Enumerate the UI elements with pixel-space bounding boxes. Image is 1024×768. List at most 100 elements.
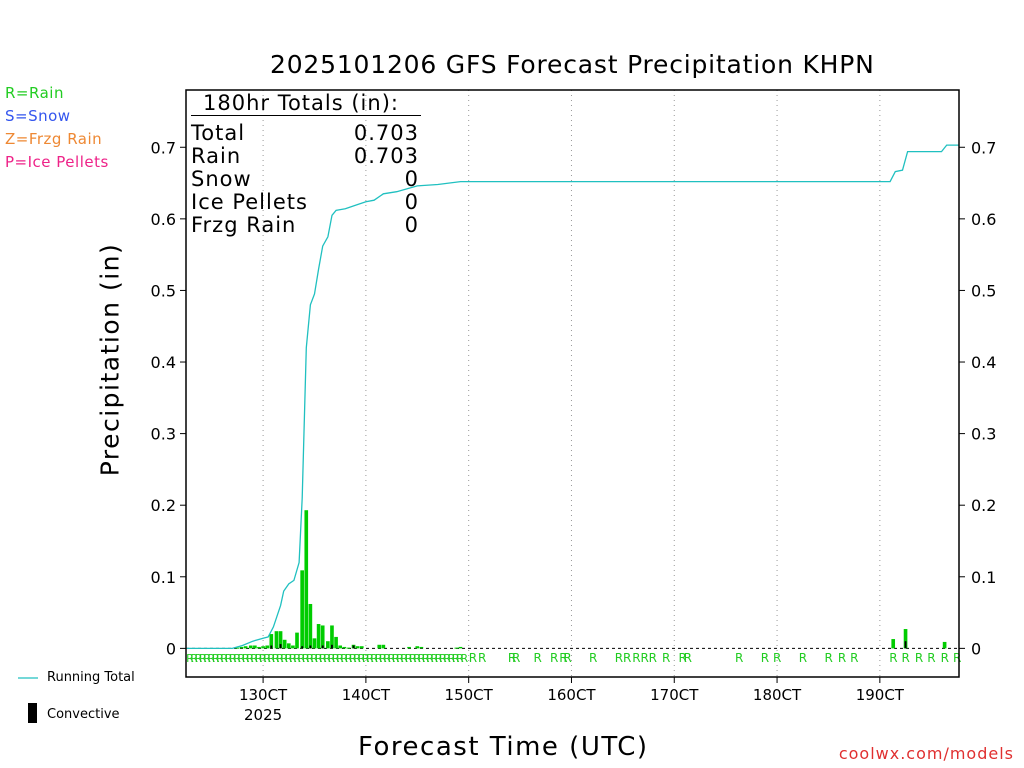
- convective-bar: [270, 645, 273, 649]
- rain-marker: R: [315, 652, 323, 665]
- rain-marker: R: [242, 652, 250, 665]
- rain-marker: R: [353, 652, 361, 665]
- rain-marker: R: [838, 651, 846, 665]
- rain-marker: R: [589, 651, 597, 665]
- rain-marker: R: [478, 651, 486, 665]
- precip-bar: [295, 632, 299, 649]
- rain-marker: R: [263, 652, 271, 665]
- rain-marker: R: [640, 651, 648, 665]
- x-tick-sublabel: 2025: [244, 706, 282, 724]
- precip-bar: [355, 646, 360, 649]
- precip-bar: [261, 646, 265, 649]
- convective-legend-label: Convective: [47, 707, 120, 722]
- totals-label: Total: [191, 121, 246, 145]
- rain-marker: R: [413, 652, 421, 665]
- y-tick-label-left: 0.7: [151, 138, 176, 157]
- source-credit: coolwx.com/models: [838, 744, 1014, 763]
- totals-header: 180hr Totals (in):: [191, 92, 421, 116]
- x-tick-label: 150CT: [445, 686, 494, 704]
- rain-marker: R: [902, 651, 910, 665]
- precip-bar: [338, 645, 343, 649]
- y-tick-label-left: 0.1: [151, 568, 176, 587]
- x-axis-title: Forecast Time (UTC): [358, 732, 649, 762]
- rain-marker: R: [915, 651, 923, 665]
- precip-bar: [359, 646, 364, 649]
- precip-bar: [334, 636, 338, 649]
- x-tick-label: 130CT: [239, 686, 288, 704]
- rain-marker: R: [246, 652, 254, 665]
- totals-row: Total 0.703: [191, 122, 419, 145]
- precip-bar: [300, 570, 304, 649]
- y-tick-label-right: 0.1: [971, 568, 996, 587]
- precip-bar: [248, 645, 253, 649]
- precip-bar: [304, 510, 309, 649]
- plot-frame: [185, 89, 960, 678]
- precip-bar: [312, 638, 317, 649]
- y-tick-label-left: 0: [166, 639, 176, 658]
- rain-marker: R: [430, 652, 438, 665]
- totals-value: 0.703: [353, 144, 419, 168]
- rain-marker: R: [953, 651, 961, 665]
- rain-marker: R: [927, 651, 935, 665]
- rain-marker: R: [889, 651, 897, 665]
- rain-marker: R: [439, 652, 447, 665]
- y-tick-label-right: 0.3: [971, 425, 996, 444]
- rain-marker: R: [469, 651, 477, 665]
- rain-marker: R: [615, 651, 623, 665]
- x-tick-label: 190CT: [856, 686, 905, 704]
- rain-marker: R: [435, 652, 443, 665]
- convective-bar: [301, 646, 304, 649]
- rain-marker: R: [383, 652, 391, 665]
- rain-marker: R: [302, 652, 310, 665]
- rain-marker: R: [400, 652, 408, 665]
- x-tick-label: 170CT: [650, 686, 699, 704]
- precip-bar: [330, 625, 334, 649]
- convective-bar: [904, 641, 907, 649]
- rain-marker: R: [362, 652, 370, 665]
- rain-marker: R: [443, 652, 451, 665]
- precip-bar: [274, 631, 279, 649]
- precip-bar: [458, 646, 463, 649]
- totals-value: 0: [404, 167, 419, 191]
- rain-marker: R: [409, 652, 417, 665]
- precip-bar: [326, 641, 330, 649]
- legend-item-1: S=Snow: [5, 107, 71, 125]
- rain-marker: R: [195, 652, 203, 665]
- y-tick-label-right: 0.7: [971, 138, 996, 157]
- rain-marker: R: [422, 652, 430, 665]
- rain-marker: R: [366, 652, 374, 665]
- precip-bar: [269, 634, 274, 649]
- rain-marker: R: [332, 652, 340, 665]
- legend-item-3: P=Ice Pellets: [5, 153, 109, 171]
- precip-bar: [239, 646, 244, 649]
- convective-bar: [352, 645, 355, 649]
- precip-bar: [278, 631, 283, 649]
- rain-marker: R: [310, 652, 318, 665]
- precip-bar: [308, 603, 313, 649]
- y-tick-label-left: 0.5: [151, 281, 176, 300]
- rain-marker: R: [306, 652, 314, 665]
- convective-bar: [309, 645, 312, 649]
- y-tick-label-right: 0.4: [971, 353, 996, 372]
- rain-marker: R: [559, 651, 567, 665]
- rain-marker: R: [293, 652, 301, 665]
- rain-marker: R: [216, 652, 224, 665]
- rain-marker: R: [328, 652, 336, 665]
- rain-marker: R: [250, 652, 258, 665]
- rain-marker: R: [208, 652, 216, 665]
- rain-marker: R: [345, 652, 353, 665]
- rain-marker: R: [684, 651, 692, 665]
- precip-bar: [265, 645, 270, 649]
- totals-label: Rain: [191, 144, 242, 168]
- rain-marker: R: [336, 652, 344, 665]
- rain-marker: R: [280, 652, 288, 665]
- rain-marker: R: [220, 652, 228, 665]
- precip-bar: [235, 647, 240, 649]
- precip-bar: [346, 647, 351, 649]
- rain-marker: R: [396, 652, 404, 665]
- rain-marker: R: [512, 651, 520, 665]
- rain-marker: R: [255, 652, 263, 665]
- y-tick-label-left: 0.6: [151, 210, 176, 229]
- rain-marker: R: [563, 651, 571, 665]
